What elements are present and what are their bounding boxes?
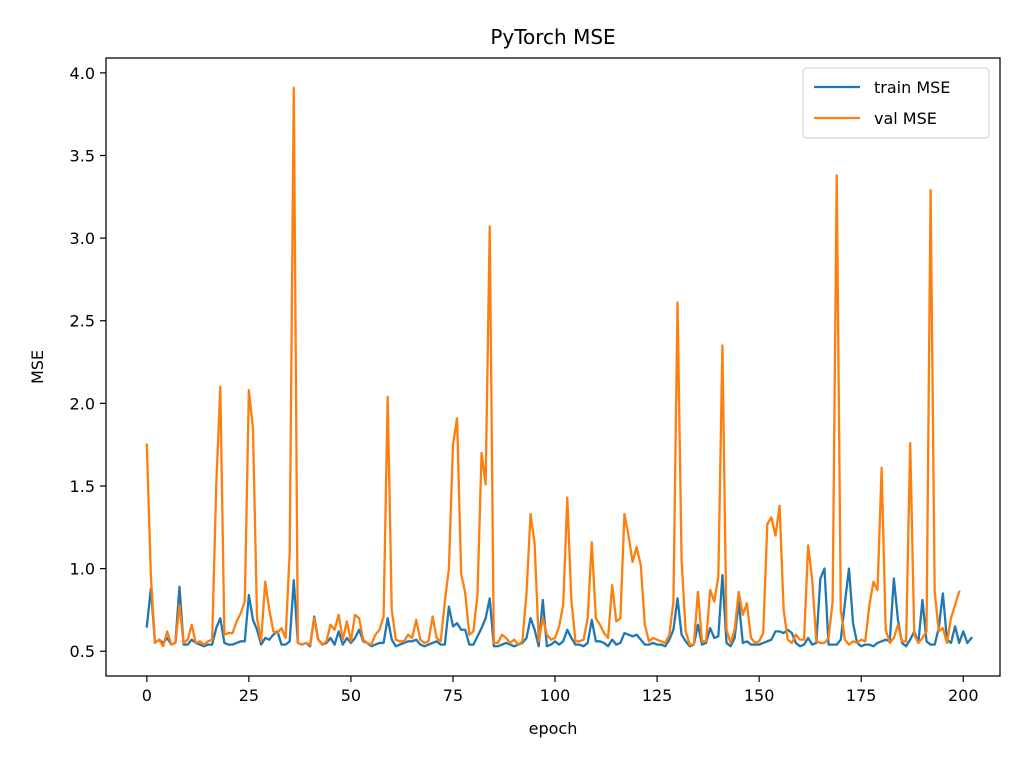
y-tick-label: 2.0 bbox=[70, 394, 95, 413]
legend: train MSE val MSE bbox=[802, 67, 990, 139]
plot-frame bbox=[105, 57, 1001, 677]
plot-area bbox=[145, 86, 974, 648]
y-tick-label: 2.5 bbox=[70, 312, 95, 331]
x-tick-label: 0 bbox=[142, 686, 152, 705]
x-tick-label: 25 bbox=[239, 686, 259, 705]
legend-label: train MSE bbox=[874, 78, 950, 97]
legend-box bbox=[802, 67, 990, 139]
legend-label: val MSE bbox=[874, 109, 937, 128]
x-axis-label: epoch bbox=[529, 719, 578, 738]
x-tick-label: 175 bbox=[846, 686, 877, 705]
x-tick-label: 150 bbox=[744, 686, 775, 705]
series-line-val-mse bbox=[145, 86, 961, 648]
chart-title: PyTorch MSE bbox=[490, 25, 615, 49]
y-tick-label: 1.0 bbox=[70, 560, 95, 579]
y-axis-label: MSE bbox=[28, 350, 47, 384]
x-tick-label: 125 bbox=[642, 686, 673, 705]
y-tick-label: 3.5 bbox=[70, 146, 95, 165]
y-tick-label: 3.0 bbox=[70, 229, 95, 248]
x-tick-label: 75 bbox=[443, 686, 463, 705]
axes: 0 25 50 75 100 125 150 175 200 0.5 1.0 1.5 2.0 2.5 3.0… bbox=[70, 64, 979, 705]
y-tick-label: 0.5 bbox=[70, 642, 95, 661]
y-tick-label: 4.0 bbox=[70, 64, 95, 83]
y-tick-label: 1.5 bbox=[70, 477, 95, 496]
x-tick-label: 200 bbox=[948, 686, 979, 705]
x-tick-label: 50 bbox=[341, 686, 361, 705]
x-tick-label: 100 bbox=[540, 686, 571, 705]
series-line-train-mse bbox=[145, 567, 974, 648]
